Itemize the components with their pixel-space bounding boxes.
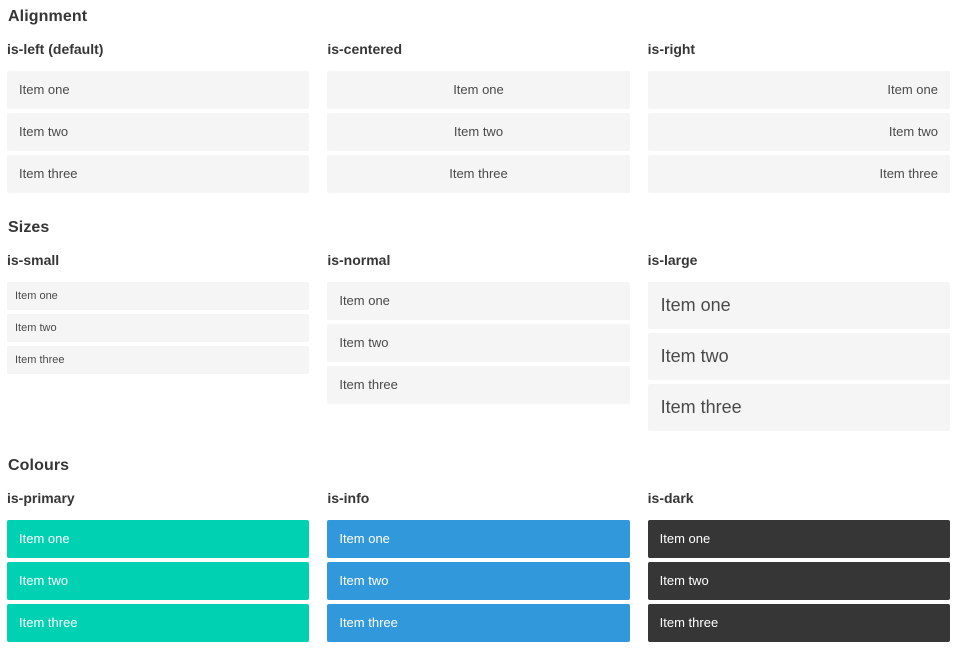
- list-item: Item three: [7, 346, 310, 374]
- column-title-is-left: is-left (default): [7, 41, 104, 57]
- list-item: Item two: [7, 314, 310, 342]
- list-is-primary: Item one Item two Item three: [7, 520, 310, 642]
- column-is-normal: is-normal Item one Item two Item three: [327, 251, 630, 404]
- column-title-is-normal: is-normal: [327, 252, 391, 268]
- section-title-colours: Colours: [8, 457, 70, 474]
- column-title-is-info: is-info: [327, 490, 370, 506]
- section-alignment: Alignment is-left (default) Item one Ite…: [7, 6, 950, 193]
- column-title-is-centered: is-centered: [327, 41, 403, 57]
- list-is-left: Item one Item two Item three: [7, 71, 310, 193]
- section-title-alignment: Alignment: [8, 8, 88, 25]
- list-item: Item three: [327, 155, 630, 193]
- column-is-info: is-info Item one Item two Item three: [327, 489, 630, 642]
- list-is-normal: Item one Item two Item three: [327, 282, 630, 404]
- list-item: Item three: [327, 366, 630, 404]
- section-colours: Colours is-primary Item one Item two Ite…: [7, 455, 950, 642]
- list-item: Item one: [327, 282, 630, 320]
- list-is-centered: Item one Item two Item three: [327, 71, 630, 193]
- list-item: Item two: [7, 113, 310, 151]
- section-sizes: Sizes is-small Item one Item two Item th…: [7, 217, 950, 431]
- list-item: Item three: [7, 604, 310, 642]
- list-item: Item one: [647, 520, 950, 558]
- column-is-large: is-large Item one Item two Item three: [647, 251, 950, 431]
- sizes-columns-row: is-small Item one Item two Item three is…: [7, 251, 950, 431]
- list-item: Item one: [647, 71, 950, 109]
- column-title-is-large: is-large: [647, 252, 698, 268]
- list-item: Item two: [327, 562, 630, 600]
- column-is-centered: is-centered Item one Item two Item three: [327, 40, 630, 193]
- list-item: Item one: [7, 71, 310, 109]
- column-is-small: is-small Item one Item two Item three: [7, 251, 310, 374]
- list-item: Item two: [647, 333, 950, 380]
- list-item: Item three: [647, 604, 950, 642]
- column-is-primary: is-primary Item one Item two Item three: [7, 489, 310, 642]
- list-is-large: Item one Item two Item three: [647, 282, 950, 431]
- colours-columns-row: is-primary Item one Item two Item three …: [7, 489, 950, 642]
- list-item: Item one: [647, 282, 950, 329]
- column-is-right: is-right Item one Item two Item three: [647, 40, 950, 193]
- column-is-dark: is-dark Item one Item two Item three: [647, 489, 950, 642]
- column-title-is-dark: is-dark: [647, 490, 694, 506]
- list-item: Item two: [327, 324, 630, 362]
- list-item: Item two: [647, 113, 950, 151]
- list-is-dark: Item one Item two Item three: [647, 520, 950, 642]
- list-is-small: Item one Item two Item three: [7, 282, 310, 374]
- column-title-is-right: is-right: [647, 41, 696, 57]
- list-item: Item one: [7, 520, 310, 558]
- column-title-is-primary: is-primary: [7, 490, 75, 506]
- list-item: Item one: [7, 282, 310, 310]
- list-is-right: Item one Item two Item three: [647, 71, 950, 193]
- list-item: Item two: [327, 113, 630, 151]
- alignment-columns-row: is-left (default) Item one Item two Item…: [7, 40, 950, 193]
- list-item: Item three: [647, 384, 950, 431]
- list-item: Item three: [647, 155, 950, 193]
- list-item: Item one: [327, 520, 630, 558]
- list-item: Item two: [647, 562, 950, 600]
- list-item: Item three: [327, 604, 630, 642]
- list-item: Item two: [7, 562, 310, 600]
- list-item: Item three: [7, 155, 310, 193]
- column-is-left: is-left (default) Item one Item two Item…: [7, 40, 310, 193]
- section-title-sizes: Sizes: [8, 219, 50, 236]
- list-item: Item one: [327, 71, 630, 109]
- column-title-is-small: is-small: [7, 252, 60, 268]
- list-is-info: Item one Item two Item three: [327, 520, 630, 642]
